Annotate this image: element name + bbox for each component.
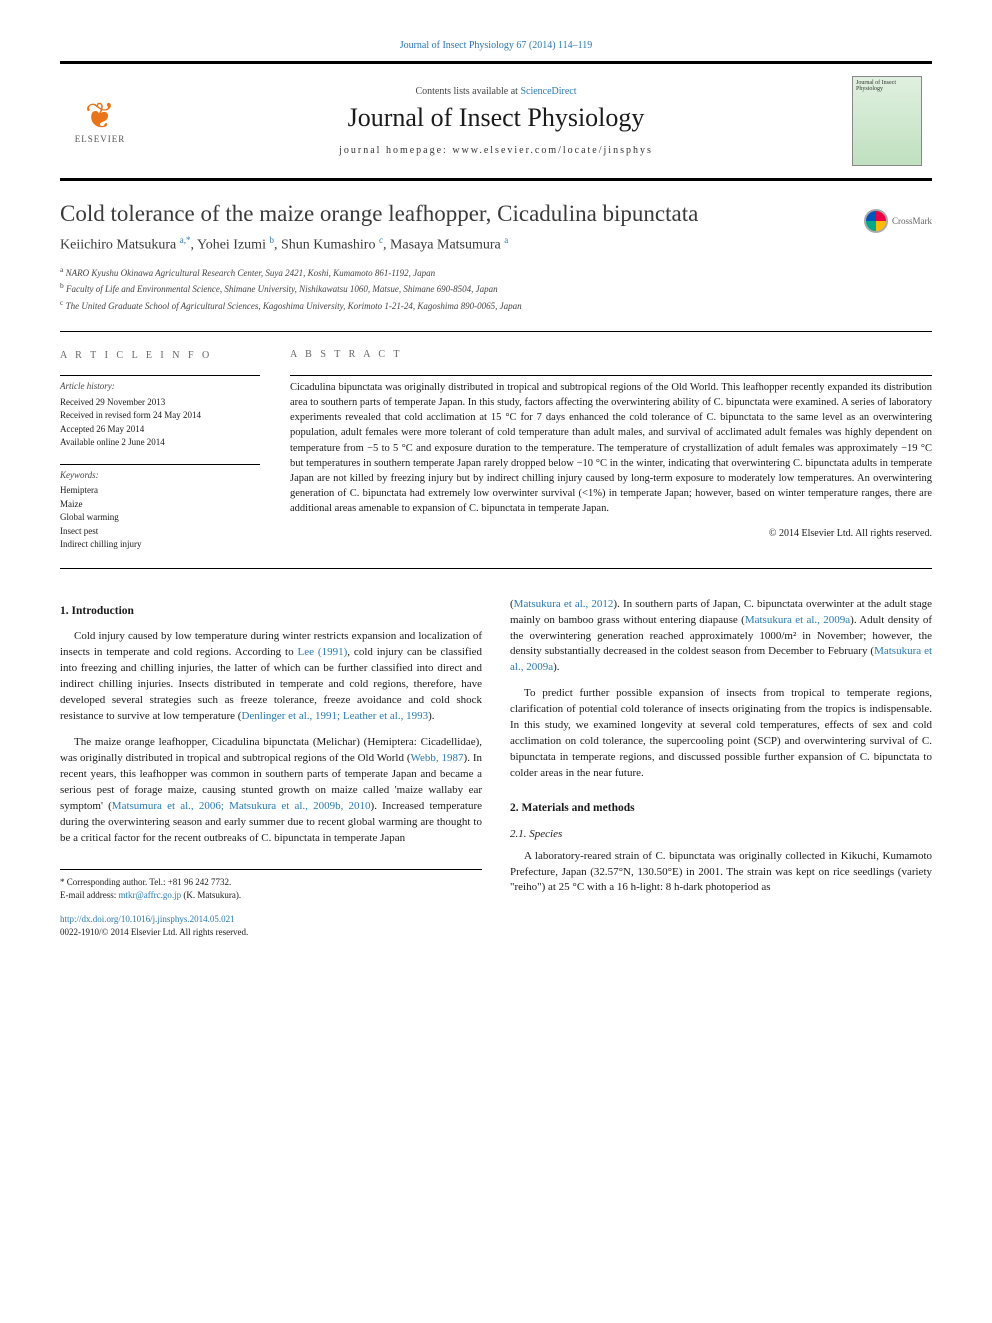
divider [290,375,932,376]
journal-header-band: ❦ ELSEVIER Contents lists available at S… [60,61,932,181]
contents-line: Contents lists available at ScienceDirec… [140,86,852,97]
affiliation-list: a NARO Kyushu Okinawa Agricultural Resea… [60,264,932,314]
journal-cover-thumbnail: Journal of Insect Physiology [852,76,922,166]
author-list: Keiichiro Matsukura a,*, Yohei Izumi b, … [60,235,932,254]
article-title: Cold tolerance of the maize orange leafh… [60,201,932,227]
author-affil-sup: c [379,235,383,245]
history-heading: Article history: [60,380,260,394]
issn-copyright: 0022-1910/© 2014 Elsevier Ltd. All right… [60,926,482,940]
history-line: Received 29 November 2013 [60,396,260,410]
info-abstract-row: A R T I C L E I N F O Article history: R… [60,331,932,569]
author-affil-sup: a [504,235,508,245]
left-column: 1. Introduction Cold injury caused by lo… [60,597,482,940]
author-affil-sup: a,* [180,235,191,245]
cover-thumbnail-container: Journal of Insect Physiology [852,76,932,166]
section-1-heading: 1. Introduction [60,603,482,620]
crossmark-label: CrossMark [892,216,932,226]
email-line: E-mail address: mtkr@affrc.go.jp (K. Mat… [60,889,482,903]
citation-matsukura-2012[interactable]: Matsukura et al., 2012 [514,598,614,610]
abstract-heading: A B S T R A C T [290,348,932,363]
abstract-column: A B S T R A C T Cicadulina bipunctata wa… [290,348,932,552]
abstract-body: Cicadulina bipunctata was originally dis… [290,380,932,517]
intro-para-4: To predict further possible expansion of… [510,686,932,782]
header-center: Contents lists available at ScienceDirec… [140,86,852,156]
publisher-logo: ❦ ELSEVIER [60,98,140,144]
author-name: Shun Kumashiro [281,238,376,253]
divider [60,464,260,465]
contents-text: Contents lists available at [415,86,520,97]
keyword-item: Insect pest [60,525,260,539]
publisher-name: ELSEVIER [60,134,140,144]
elsevier-tree-icon: ❦ [60,98,140,134]
author-name: Yohei Izumi [197,238,266,253]
intro-para-1: Cold injury caused by low temperature du… [60,629,482,725]
citation-matsukura-2009a-1[interactable]: Matsukura et al., 2009a [745,614,850,626]
email-label: E-mail address: [60,890,118,900]
affiliation-line: c The United Graduate School of Agricult… [60,297,932,314]
divider [60,375,260,376]
keyword-item: Indirect chilling injury [60,538,260,552]
crossmark-badge[interactable]: CrossMark [864,209,932,233]
subsection-2-1-heading: 2.1. Species [510,827,932,843]
citation-matsumura-matsukura[interactable]: Matsumura et al., 2006; Matsukura et al.… [112,800,371,812]
history-line: Received in revised form 24 May 2014 [60,409,260,423]
keyword-list: HemipteraMaizeGlobal warmingInsect pestI… [60,484,260,552]
abstract-copyright: © 2014 Elsevier Ltd. All rights reserved… [290,527,932,542]
journal-name: Journal of Insect Physiology [140,103,852,133]
author-name: Keiichiro Matsukura [60,238,176,253]
corresponding-footer: * Corresponding author. Tel.: +81 96 242… [60,869,482,940]
section-2-heading: 2. Materials and methods [510,800,932,817]
corresponding-author: * Corresponding author. Tel.: +81 96 242… [60,876,482,890]
article-history: Article history: Received 29 November 20… [60,380,260,450]
email-suffix: (K. Matsukura). [181,890,241,900]
article-info-column: A R T I C L E I N F O Article history: R… [60,348,260,552]
citation-webb-1987[interactable]: Webb, 1987 [411,752,464,764]
history-line: Accepted 26 May 2014 [60,423,260,437]
keyword-item: Hemiptera [60,484,260,498]
affiliation-line: b Faculty of Life and Environmental Scie… [60,280,932,297]
intro-para-2: The maize orange leafhopper, Cicadulina … [60,735,482,847]
affiliation-line: a NARO Kyushu Okinawa Agricultural Resea… [60,264,932,281]
sciencedirect-link[interactable]: ScienceDirect [520,86,576,97]
doi-link[interactable]: http://dx.doi.org/10.1016/j.jinsphys.201… [60,913,482,927]
right-column: (Matsukura et al., 2012). In southern pa… [510,597,932,940]
history-line: Available online 2 June 2014 [60,436,260,450]
email-link[interactable]: mtkr@affrc.go.jp [118,890,181,900]
methods-para-1: A laboratory-reared strain of C. bipunct… [510,849,932,897]
keywords-heading: Keywords: [60,469,260,483]
author-affil-sup: b [269,235,274,245]
intro-para-3: (Matsukura et al., 2012). In southern pa… [510,597,932,677]
body-two-column: 1. Introduction Cold injury caused by lo… [60,597,932,940]
crossmark-icon [864,209,888,233]
keyword-item: Maize [60,498,260,512]
citation-denlinger-leather[interactable]: Denlinger et al., 1991; Leather et al., … [241,710,428,722]
citation-lee-1991[interactable]: Lee (1991) [298,646,348,658]
author-name: Masaya Matsumura [390,238,501,253]
journal-citation[interactable]: Journal of Insect Physiology 67 (2014) 1… [60,40,932,51]
article-info-heading: A R T I C L E I N F O [60,348,260,363]
keyword-item: Global warming [60,511,260,525]
journal-homepage[interactable]: journal homepage: www.elsevier.com/locat… [140,145,852,156]
